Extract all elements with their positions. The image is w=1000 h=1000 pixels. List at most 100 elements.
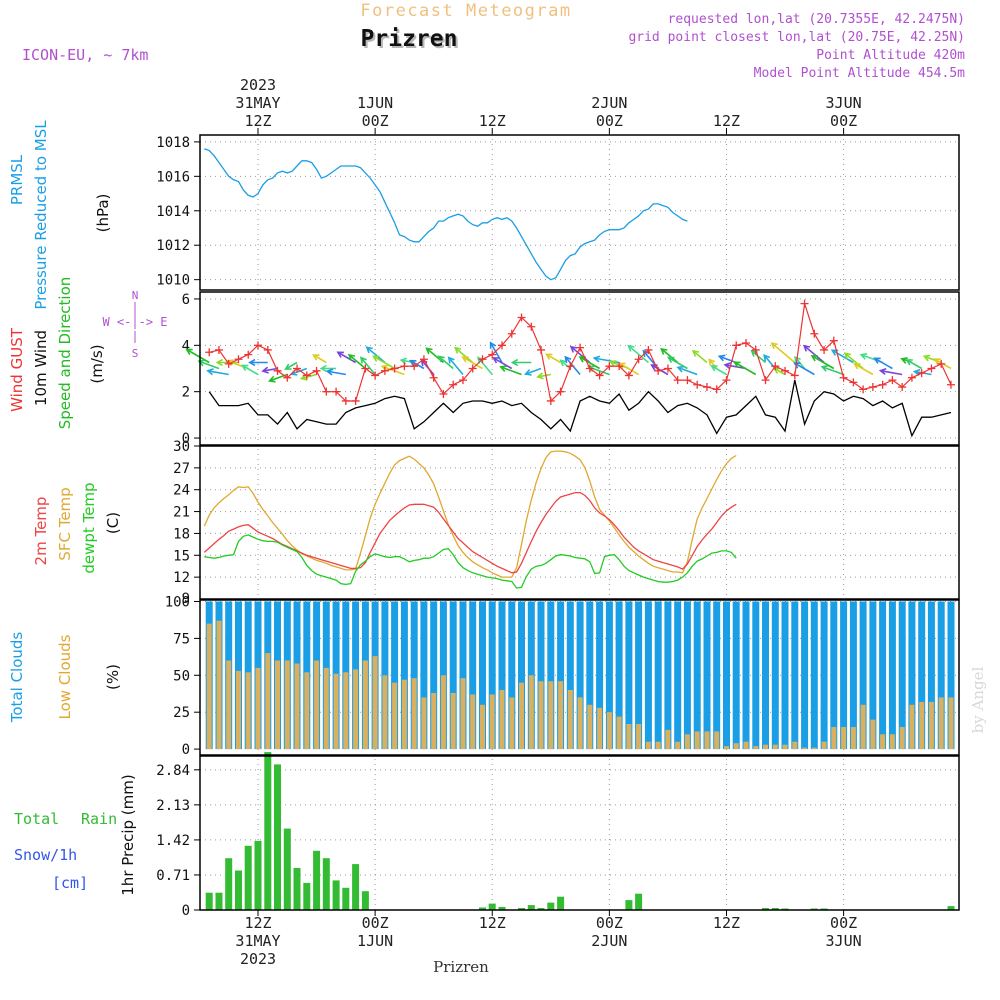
bottom-tick-label: 00Z (596, 914, 623, 932)
low-cloud-bar (606, 712, 612, 750)
total-cloud-bar (615, 601, 623, 750)
wind-gust-marker (332, 387, 341, 396)
wind-gust-marker (644, 345, 653, 354)
location-title: Prizren (361, 26, 458, 52)
bottom-tick-label: 12Z (479, 914, 506, 932)
wind-arrow-shaft (880, 369, 903, 376)
low-cloud-bar (880, 734, 886, 750)
low-cloud-bar (626, 724, 632, 750)
rain-bar (488, 903, 496, 910)
wind-arrow-shaft (313, 354, 327, 364)
total-cloud-bar (654, 601, 662, 750)
wind-gust-marker (498, 341, 506, 350)
wind-arrow-shaft (373, 355, 396, 370)
header: Forecast Meteogram Prizren Prizren ICON-… (22, 1, 965, 81)
low-cloud-bar (362, 660, 368, 750)
rain-bar (342, 887, 350, 910)
bottom-tick-label: 12Z (244, 914, 271, 932)
wind-arrow-head (524, 369, 532, 376)
wind-arrow-shaft (285, 361, 298, 370)
low-cloud-bar (265, 653, 271, 750)
top-tick-label: 00Z (830, 112, 857, 130)
wind-arrow-shaft (186, 348, 210, 364)
requested-coords: requested lon,lat (20.7355E, 42.2475N) (668, 12, 965, 27)
total-cloud-bar (420, 601, 428, 750)
bottom-tick-label: 00Z (830, 914, 857, 932)
wind-gust-marker (429, 373, 438, 382)
wind-compass-s: S (132, 347, 139, 360)
wind-arrow-head (642, 349, 650, 358)
bottom-tick-label: 2023 (240, 950, 276, 968)
low-cloud-bar (401, 679, 407, 750)
low-cloud-bar (938, 697, 944, 750)
total-cloud-bar (430, 601, 438, 750)
low-cloud-bar (548, 681, 554, 750)
total-cloud-bar (596, 601, 604, 750)
rain-bar (498, 907, 506, 910)
low-cloud-bar (811, 747, 817, 750)
wind-gust-marker (878, 380, 887, 389)
low-cloud-bar (489, 694, 495, 750)
low-cloud-bar (226, 660, 232, 750)
wind-arrow-shaft (448, 357, 464, 376)
wind-arrow-head (268, 375, 276, 383)
wind-arrow-head (608, 360, 617, 367)
total-cloud-bar (732, 601, 740, 750)
wind-arrow-shaft (751, 350, 767, 364)
rain-bar (254, 840, 262, 910)
total-cloud-bar (391, 601, 399, 750)
wind-speed-line (208, 379, 952, 438)
wind-compass-we: W <-|-> E (102, 315, 167, 329)
total-cloud-bar (820, 601, 828, 750)
wind-arrow-shaft (500, 366, 522, 376)
wind-arrow-shaft (660, 348, 679, 364)
total-cloud-bar (703, 601, 711, 750)
total-cloud-bar (927, 601, 935, 750)
low-cloud-bar (392, 682, 398, 750)
precip-label-total: Total (14, 810, 59, 828)
top-tick-label: 31MAY (235, 94, 280, 112)
wind-arrow-shaft (771, 342, 796, 364)
wind-gust-marker (615, 362, 624, 371)
wind-arrow-head (425, 347, 433, 355)
top-tick-label: 2JUN (591, 94, 627, 112)
total-cloud-bar (840, 601, 848, 750)
wind-gust-marker (810, 329, 819, 338)
pressure-ytick-label: 1016 (156, 169, 190, 185)
wind-gust-marker (224, 359, 233, 368)
wind-gust-marker (576, 343, 585, 352)
low-cloud-bar (450, 693, 456, 750)
wind-gust-marker (380, 366, 389, 375)
low-cloud-bar (899, 727, 905, 750)
total-cloud-bar (713, 601, 721, 750)
cloud-unit-label: (%) (104, 664, 122, 690)
rain-bar (225, 858, 233, 910)
low-cloud-bar (216, 620, 222, 750)
wind-arrow-shaft (708, 359, 718, 370)
temperature-ytick-label: 24 (173, 483, 190, 499)
total-cloud-bar (635, 601, 643, 750)
rain-bar (264, 752, 272, 910)
wind-arrow-head (723, 362, 732, 370)
low-cloud-bar (255, 667, 261, 750)
wind-arrow-head (365, 346, 373, 354)
wind-gust-marker (400, 362, 409, 371)
wind-arrow-head (853, 363, 861, 370)
wind-gust-marker (839, 373, 848, 382)
wind-gust-marker (537, 345, 546, 354)
wind-gust-marker (722, 376, 731, 385)
wind-gust-marker (293, 364, 302, 373)
wind-gust-marker (751, 345, 760, 354)
wind-gust-marker (898, 383, 907, 392)
low-cloud-bar (733, 743, 739, 750)
total-cloud-bar (469, 601, 477, 750)
wind-gust-marker (742, 339, 750, 347)
clouds-frame (199, 599, 960, 756)
rain-bar (537, 908, 545, 910)
low-cloud-bar (909, 704, 915, 750)
total-cloud-bar (830, 601, 838, 750)
product-title: Forecast Meteogram (360, 1, 571, 21)
low-cloud-bar (743, 741, 749, 750)
bottom-tick-label: 1JUN (357, 932, 393, 950)
